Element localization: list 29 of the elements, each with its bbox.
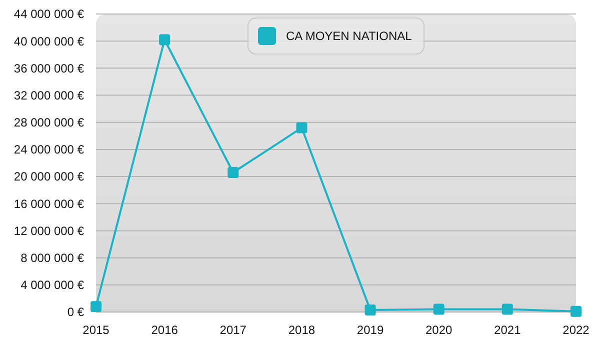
y-tick-label: 36 000 000 € bbox=[14, 61, 84, 76]
x-tick-label: 2021 bbox=[494, 323, 522, 337]
point bbox=[433, 304, 444, 315]
x-tick-label: 2019 bbox=[356, 323, 384, 337]
x-tick-label: 2017 bbox=[220, 323, 247, 337]
y-tick-label: 12 000 000 € bbox=[14, 224, 84, 238]
x-tick-label: 2020 bbox=[426, 323, 453, 337]
y-tick-label: 24 000 000 € bbox=[14, 142, 84, 157]
y-tick-label: 28 000 000 € bbox=[14, 116, 84, 130]
y-tick-label: 8 000 000 € bbox=[20, 251, 84, 266]
y-tick-label: 0 € bbox=[67, 305, 84, 320]
point bbox=[90, 301, 102, 312]
y-tick-label: 32 000 000 € bbox=[14, 88, 84, 102]
x-tick-label: 2018 bbox=[288, 323, 316, 337]
x-tick-label: 2015 bbox=[82, 323, 110, 337]
legend-label: CA MOYEN NATIONAL bbox=[286, 29, 412, 44]
y-tick-label: 20 000 000 € bbox=[14, 170, 84, 184]
point bbox=[159, 34, 170, 46]
point bbox=[364, 304, 376, 316]
y-tick-label: 16 000 000 € bbox=[14, 196, 84, 211]
point bbox=[296, 122, 308, 134]
x-tick-label: 2016 bbox=[151, 323, 178, 337]
point bbox=[228, 166, 239, 178]
y-tick-label: 4 000 000 € bbox=[20, 278, 84, 292]
point bbox=[570, 306, 582, 317]
y-tick-label: 40 000 000 € bbox=[14, 34, 84, 48]
x-tick-label: 2022 bbox=[562, 323, 590, 337]
y-tick-label: 44 000 000 € bbox=[14, 7, 84, 22]
point bbox=[502, 304, 513, 315]
